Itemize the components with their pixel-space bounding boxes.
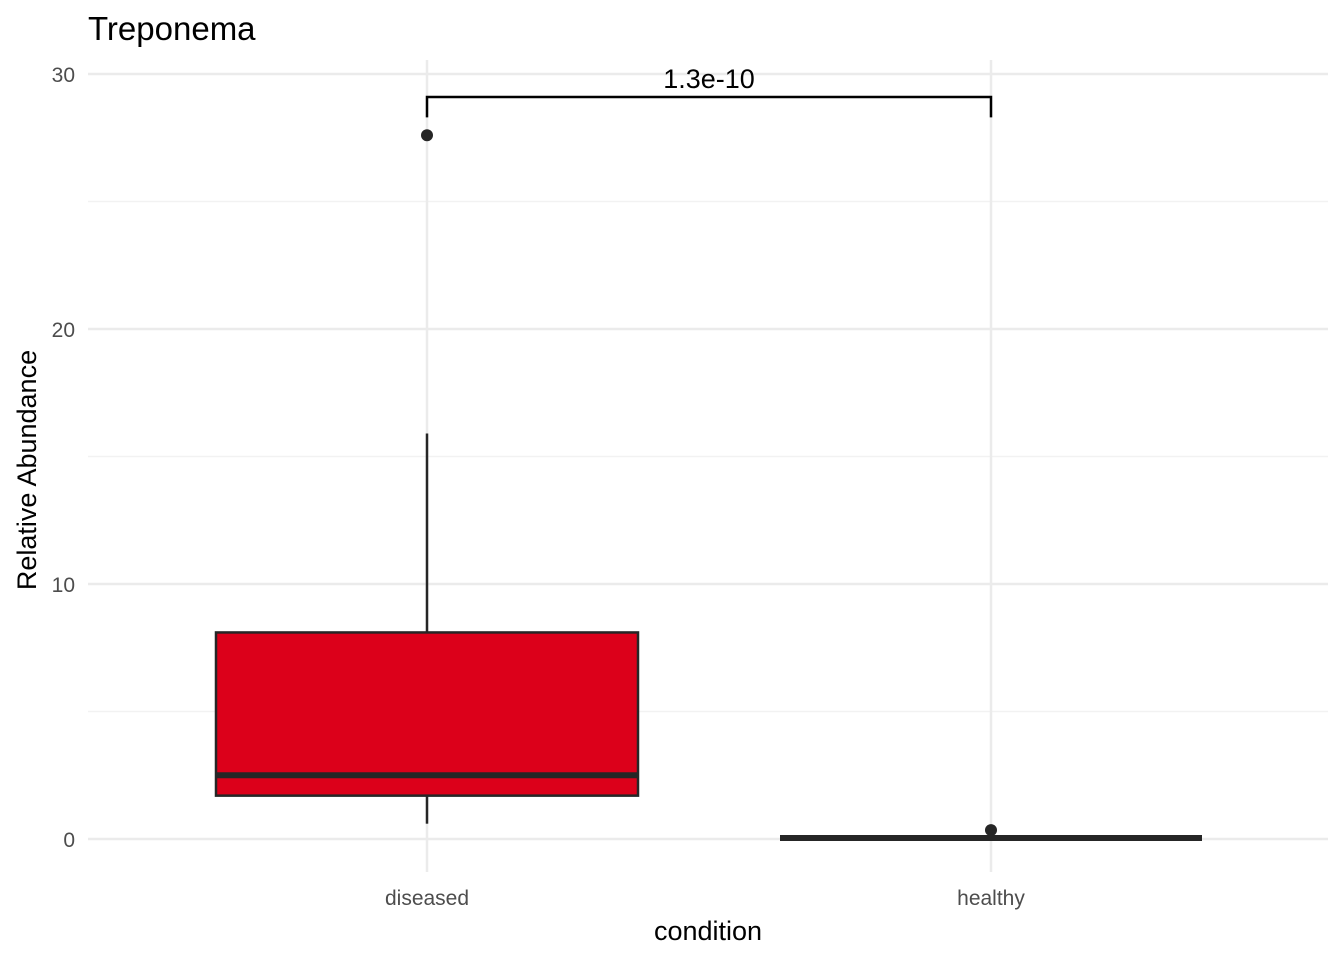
y-tick-label: 30: [52, 64, 75, 87]
collapsed-box: [780, 835, 1202, 841]
y-tick-label: 20: [52, 319, 75, 342]
x-axis-title: condition: [654, 916, 762, 946]
x-tick-label: healthy: [957, 887, 1025, 910]
x-tick-label: diseased: [385, 887, 469, 910]
p-value-label: 1.3e-10: [663, 64, 755, 94]
significance-bracket: [425, 95, 993, 118]
y-tick-label: 0: [63, 829, 75, 852]
grid-lines: [88, 60, 1328, 872]
box-layer: [214, 129, 1202, 841]
outlier-point: [421, 129, 433, 142]
outlier-point: [985, 824, 997, 837]
y-axis-title: Relative Abundance: [12, 350, 42, 590]
significance-annotation: 1.3e-10: [425, 64, 993, 118]
tick-labels: 0 10 20 30 diseased healthy: [52, 64, 1026, 910]
y-tick-label: 10: [52, 574, 75, 597]
box-body: [214, 631, 640, 797]
chart-title: Treponema: [88, 10, 256, 47]
